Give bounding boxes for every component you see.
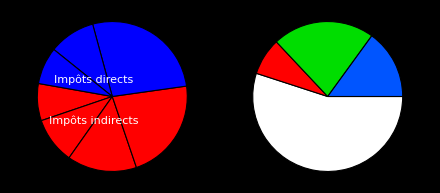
- Text: Impôts directs: Impôts directs: [54, 75, 133, 85]
- Wedge shape: [276, 22, 372, 96]
- Wedge shape: [112, 86, 187, 168]
- Wedge shape: [37, 84, 112, 121]
- Wedge shape: [253, 73, 403, 171]
- Wedge shape: [54, 24, 112, 96]
- Wedge shape: [41, 96, 112, 158]
- Wedge shape: [69, 96, 136, 171]
- Wedge shape: [257, 42, 328, 96]
- Wedge shape: [38, 50, 112, 96]
- Wedge shape: [93, 22, 187, 96]
- Wedge shape: [328, 36, 403, 96]
- Text: Impôts indirects: Impôts indirects: [49, 115, 138, 126]
